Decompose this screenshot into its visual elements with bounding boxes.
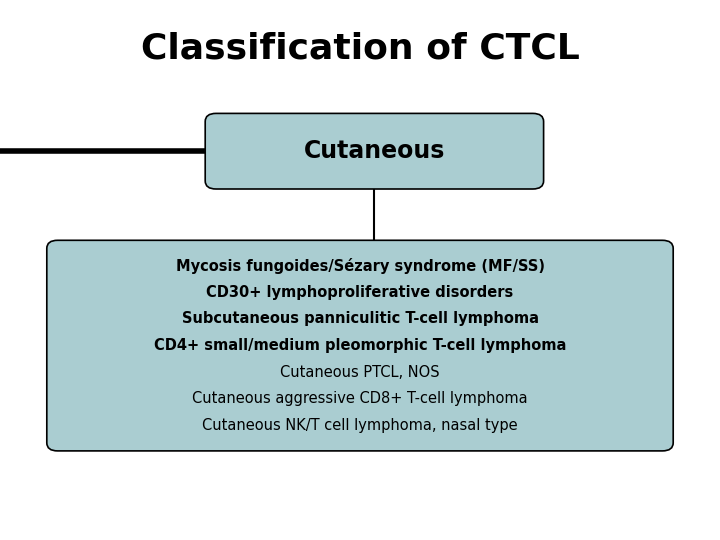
Text: CD30+ lymphoproliferative disorders: CD30+ lymphoproliferative disorders xyxy=(207,285,513,300)
Text: Mycosis fungoides/Sézary syndrome (MF/SS): Mycosis fungoides/Sézary syndrome (MF/SS… xyxy=(176,258,544,274)
Text: Subcutaneous panniculitic T-cell lymphoma: Subcutaneous panniculitic T-cell lymphom… xyxy=(181,312,539,327)
FancyBboxPatch shape xyxy=(205,113,544,189)
Text: CD4+ small/medium pleomorphic T-cell lymphoma: CD4+ small/medium pleomorphic T-cell lym… xyxy=(154,338,566,353)
Text: Cutaneous PTCL, NOS: Cutaneous PTCL, NOS xyxy=(280,364,440,380)
Text: Classification of CTCL: Classification of CTCL xyxy=(140,32,580,65)
Text: Cutaneous: Cutaneous xyxy=(304,139,445,163)
FancyBboxPatch shape xyxy=(47,240,673,451)
Text: Cutaneous aggressive CD8+ T-cell lymphoma: Cutaneous aggressive CD8+ T-cell lymphom… xyxy=(192,392,528,407)
Text: Cutaneous NK/T cell lymphoma, nasal type: Cutaneous NK/T cell lymphoma, nasal type xyxy=(202,418,518,433)
